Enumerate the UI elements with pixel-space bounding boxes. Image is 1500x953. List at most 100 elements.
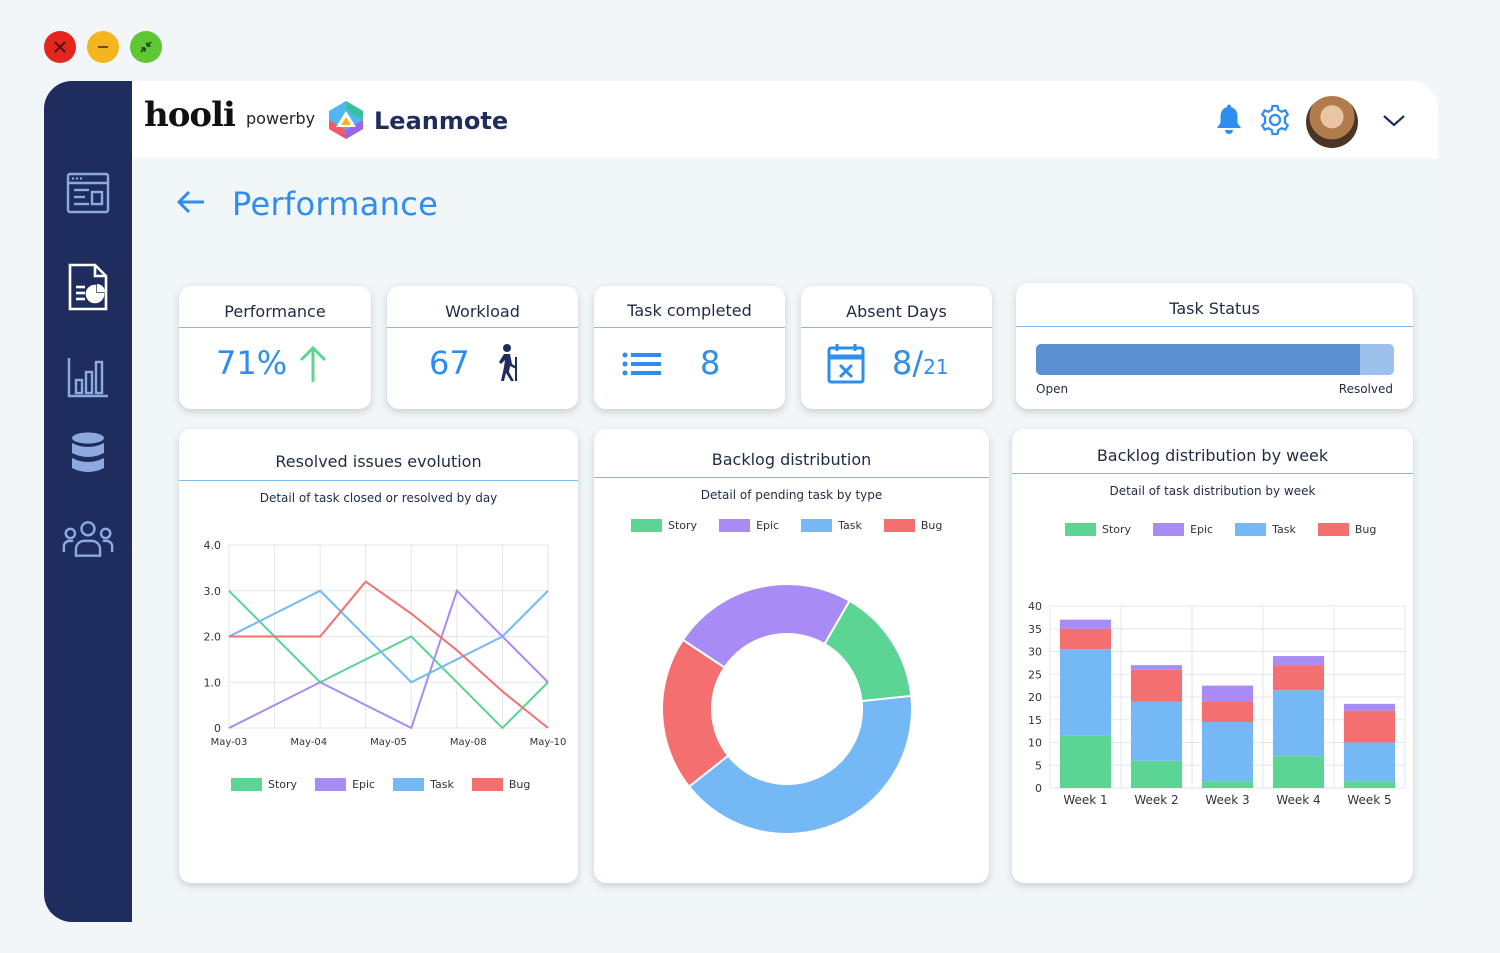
series-line-epic: [228, 588, 549, 730]
bar-segment-task: [1201, 722, 1254, 782]
kpi-title: Task completed: [627, 301, 752, 320]
database-icon: [72, 432, 104, 472]
legend-swatch: [801, 519, 833, 532]
legend-label: Epic: [352, 778, 376, 791]
y-tick-label: 0: [214, 722, 221, 735]
chart-subtitle: Detail of task distribution by week: [1109, 484, 1316, 498]
kpi-value: 67: [429, 344, 470, 382]
legend-item-epic: Epic: [315, 778, 375, 791]
bar-chart-legend: Story Epic Task Bug: [1065, 523, 1398, 536]
bar-segment-task: [1343, 742, 1396, 782]
legend-swatch: [393, 778, 425, 791]
arrow-up-icon: [299, 345, 327, 382]
legend-swatch: [315, 778, 347, 791]
card-divider: [179, 327, 371, 328]
bar-segment-story: [1059, 735, 1112, 788]
y-tick-label: 25: [1028, 668, 1042, 681]
sidebar-item-team[interactable]: [62, 513, 114, 565]
app-window: hooli powerby Leanmote: [44, 81, 1438, 922]
kpi-title: Absent Days: [846, 302, 947, 321]
card-divider: [594, 327, 785, 328]
y-tick-label: 30: [1028, 646, 1042, 659]
legend-label: Story: [1102, 523, 1132, 536]
header-actions: [1214, 96, 1406, 148]
legend-label: Bug: [1354, 523, 1377, 536]
notifications-button[interactable]: [1214, 104, 1244, 140]
walking-person-icon: [499, 344, 517, 381]
y-tick-label: 40: [1028, 600, 1042, 613]
legend-item-bug: Bug: [1317, 523, 1377, 536]
page-header: Performance: [176, 185, 438, 223]
page-title: Performance: [232, 185, 439, 223]
kpi-value: 71%: [216, 344, 288, 382]
legend-label: Task: [838, 519, 862, 532]
y-tick-label: 0: [1035, 782, 1042, 795]
y-tick-label: 35: [1028, 623, 1042, 636]
legend-label: Epic: [1190, 523, 1214, 536]
report-icon: [68, 263, 108, 311]
resolved-issues-card: Resolved issues evolution Detail of task…: [179, 429, 578, 883]
window-controls: [44, 31, 162, 63]
powered-by-label: powerby: [246, 109, 316, 128]
avatar[interactable]: [1306, 96, 1358, 148]
back-button[interactable]: [176, 190, 206, 218]
sidebar-item-data[interactable]: [62, 427, 114, 479]
kpi-card-absent-days: Absent Days 8/21: [801, 286, 992, 409]
bar-segment-epic: [1343, 703, 1396, 711]
card-divider: [801, 327, 992, 328]
line-chart-legend: Story Epic Task Bug: [231, 778, 548, 791]
kpi-card-workload: Workload 67: [387, 286, 578, 409]
legend-item-story: Story: [631, 519, 697, 532]
bar-segment-bug: [1201, 701, 1254, 723]
restore-window-button[interactable]: [130, 31, 162, 63]
resolved-issues-line-chart: 0 1.0 2.0 3.0 4.0 May-03 May-04 May-05 May-08 May…: [204, 539, 567, 748]
legend-label: Bug: [508, 778, 531, 791]
close-window-button[interactable]: [44, 31, 76, 63]
client-logo: hooli: [144, 95, 236, 135]
kpi-title: Workload: [445, 302, 520, 321]
backlog-donut-chart: [661, 583, 913, 835]
x-tick-label: May-08: [450, 737, 487, 748]
task-status-bar: [1036, 344, 1394, 375]
sidebar-item-report[interactable]: [62, 261, 114, 313]
settings-button[interactable]: [1258, 103, 1292, 141]
minimize-window-button[interactable]: [87, 31, 119, 63]
absent-days-value: 8/21: [892, 344, 949, 382]
leanmote-logo-icon: [326, 99, 366, 145]
task-status-title: Task Status: [1169, 299, 1260, 318]
x-tick-label: Week 2: [1134, 793, 1178, 807]
x-tick-label: May-05: [370, 737, 407, 748]
legend-swatch: [231, 778, 262, 791]
sidebar-item-dashboard[interactable]: [62, 167, 114, 219]
absent-days-total: 21: [923, 355, 949, 379]
donut-slice-task: [687, 694, 913, 835]
series-line-bug: [229, 580, 549, 729]
donut-slice-epic: [681, 583, 851, 669]
bar-segment-story: [1343, 781, 1396, 788]
calendar-x-icon: [827, 344, 865, 384]
legend-swatch: [471, 778, 503, 791]
bar-segment-bug: [1343, 710, 1396, 743]
legend-label: Epic: [756, 519, 780, 532]
legend-swatch: [1317, 523, 1349, 536]
legend-item-bug: Bug: [471, 778, 531, 791]
task-status-open-label: Open: [1036, 382, 1069, 396]
chevron-down-icon: [1383, 114, 1405, 126]
account-menu-button[interactable]: [1382, 113, 1406, 132]
bar-chart-icon: [67, 358, 108, 398]
bar-segment-task: [1130, 701, 1183, 761]
sidebar: [44, 81, 132, 922]
bar-segment-task: [1059, 649, 1112, 736]
bar-segment-epic: [1201, 685, 1254, 702]
arrow-left-icon: [176, 190, 204, 214]
bell-icon: [1217, 104, 1241, 134]
card-divider: [387, 327, 578, 328]
y-tick-label: 5: [1035, 759, 1042, 772]
legend-swatch: [1065, 523, 1096, 536]
backlog-stacked-bar-chart: 0 5 10 15 20 25 30 35 40 Week 1 Week 2 Week 3 Week 4…: [1028, 600, 1406, 807]
bar-segment-story: [1130, 760, 1183, 788]
bar-segment-story: [1201, 781, 1254, 788]
legend-item-story: Story: [231, 778, 297, 791]
series-line-story: [228, 590, 549, 730]
sidebar-item-analytics[interactable]: [62, 351, 114, 403]
